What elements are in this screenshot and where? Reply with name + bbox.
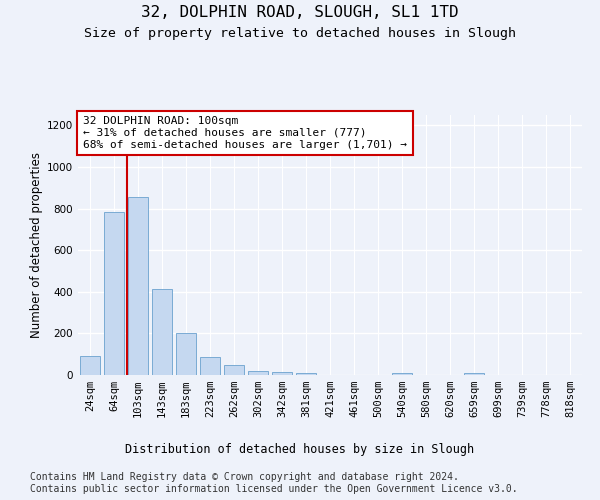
Y-axis label: Number of detached properties: Number of detached properties xyxy=(30,152,43,338)
Bar xyxy=(464,373,484,375)
Bar xyxy=(128,197,148,375)
Bar xyxy=(296,373,316,375)
Bar xyxy=(200,358,220,375)
Bar xyxy=(80,356,100,375)
Text: 32, DOLPHIN ROAD, SLOUGH, SL1 1TD: 32, DOLPHIN ROAD, SLOUGH, SL1 1TD xyxy=(141,5,459,20)
Text: 32 DOLPHIN ROAD: 100sqm
← 31% of detached houses are smaller (777)
68% of semi-d: 32 DOLPHIN ROAD: 100sqm ← 31% of detache… xyxy=(83,116,407,150)
Bar xyxy=(104,212,124,375)
Text: Contains HM Land Registry data © Crown copyright and database right 2024.
Contai: Contains HM Land Registry data © Crown c… xyxy=(30,472,518,494)
Text: Distribution of detached houses by size in Slough: Distribution of detached houses by size … xyxy=(125,442,475,456)
Text: Size of property relative to detached houses in Slough: Size of property relative to detached ho… xyxy=(84,28,516,40)
Bar xyxy=(248,371,268,375)
Bar xyxy=(272,372,292,375)
Bar xyxy=(392,373,412,375)
Bar xyxy=(152,288,172,375)
Bar xyxy=(176,334,196,375)
Bar xyxy=(224,364,244,375)
